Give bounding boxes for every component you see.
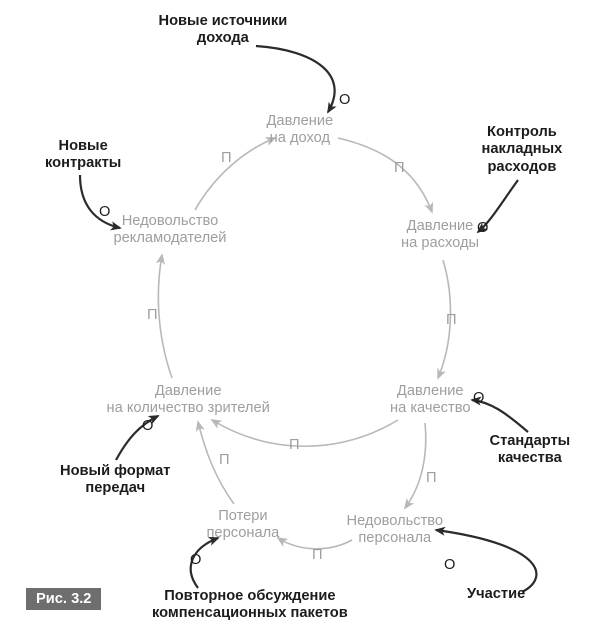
edge-label: О [477,220,488,236]
node-new-format: Новый формат передач [60,463,170,498]
edge-label: П [446,312,457,328]
node-advertiser-discontent: Недовольство рекламодателей [114,213,227,248]
node-pressure-viewers: Давление на количество зрителей [107,383,270,418]
edge-label: П [312,547,323,563]
node-comp-packages: Повторное обсуждение компенсационных пак… [152,588,348,623]
edge-label: О [142,418,153,434]
figure-caption: Рис. 3.2 [26,588,101,610]
edge-label: П [219,452,230,468]
node-quality-standards: Стандарты качества [490,433,571,468]
edge-label: О [339,92,350,108]
causal-loop-diagram: Давление на доход Давление на расходы Да… [0,0,599,639]
edge-label: П [426,470,437,486]
node-staff-loss: Потери персонала [207,508,280,543]
edge-label: О [99,204,110,220]
node-new-contracts: Новые контракты [45,138,121,173]
diagram-svg [0,0,599,639]
node-pressure-expense: Давление на расходы [401,218,479,253]
edge-label: О [444,557,455,573]
node-participation: Участие [467,586,525,604]
edge-label: П [221,150,232,166]
edge-label: П [394,160,405,176]
edge-label: П [289,437,300,453]
edge-label: О [473,390,484,406]
node-pressure-income: Давление на доход [267,113,334,148]
node-staff-discontent: Недовольство персонала [347,513,444,548]
node-overhead-control: Контроль накладных расходов [482,124,563,177]
node-pressure-quality: Давление на качество [390,383,470,418]
edge-label: П [147,307,158,323]
node-new-income-sources: Новые источники дохода [159,13,288,48]
edge-label: О [190,552,201,568]
